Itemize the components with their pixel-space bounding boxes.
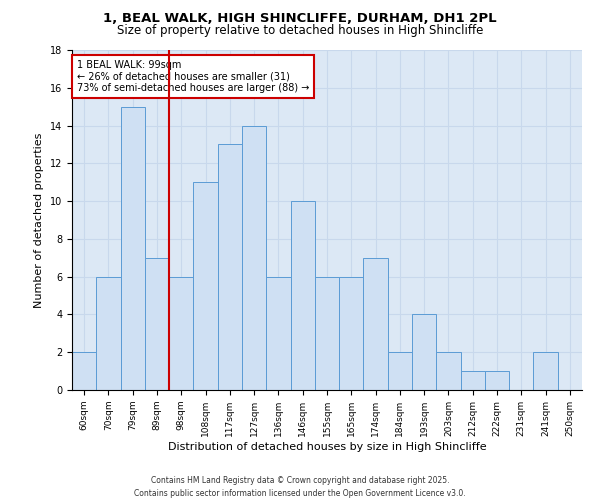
Bar [315, 276, 339, 390]
Bar [339, 276, 364, 390]
Bar [169, 276, 193, 390]
Bar [72, 352, 96, 390]
Bar [242, 126, 266, 390]
Bar [388, 352, 412, 390]
Text: Contains HM Land Registry data © Crown copyright and database right 2025.
Contai: Contains HM Land Registry data © Crown c… [134, 476, 466, 498]
Text: Size of property relative to detached houses in High Shincliffe: Size of property relative to detached ho… [117, 24, 483, 37]
Bar [121, 106, 145, 390]
X-axis label: Distribution of detached houses by size in High Shincliffe: Distribution of detached houses by size … [167, 442, 487, 452]
Bar [145, 258, 169, 390]
Bar [485, 371, 509, 390]
Bar [436, 352, 461, 390]
Bar [193, 182, 218, 390]
Bar [533, 352, 558, 390]
Bar [290, 201, 315, 390]
Bar [364, 258, 388, 390]
Bar [412, 314, 436, 390]
Bar [96, 276, 121, 390]
Text: 1, BEAL WALK, HIGH SHINCLIFFE, DURHAM, DH1 2PL: 1, BEAL WALK, HIGH SHINCLIFFE, DURHAM, D… [103, 12, 497, 24]
Bar [218, 144, 242, 390]
Bar [461, 371, 485, 390]
Bar [266, 276, 290, 390]
Text: 1 BEAL WALK: 99sqm
← 26% of detached houses are smaller (31)
73% of semi-detache: 1 BEAL WALK: 99sqm ← 26% of detached hou… [77, 60, 310, 94]
Y-axis label: Number of detached properties: Number of detached properties [34, 132, 44, 308]
